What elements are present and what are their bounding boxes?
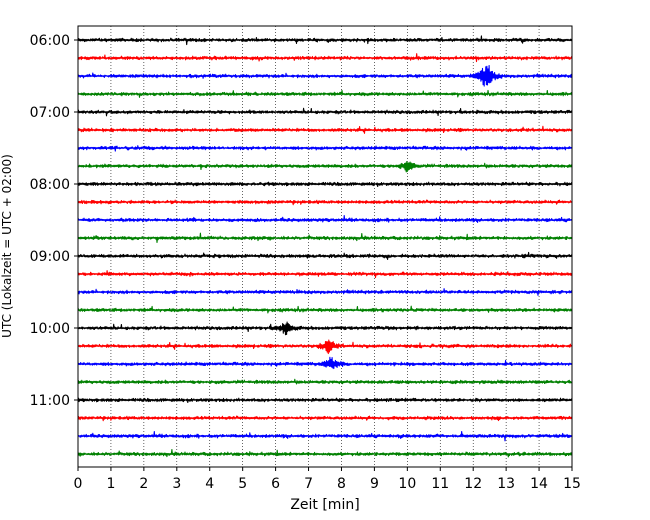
y-tick-label: 07:00 <box>30 105 70 121</box>
x-tick-label: 2 <box>139 476 148 492</box>
trace-0630 <box>77 64 573 87</box>
trace-1030 <box>77 356 573 370</box>
trace-0830 <box>77 215 573 223</box>
x-tick-label: 15 <box>563 476 581 492</box>
trace-0800 <box>77 181 573 188</box>
trace-0600 <box>77 35 573 46</box>
trace-0715 <box>77 125 573 134</box>
x-tick-label: 0 <box>74 476 83 492</box>
trace-1045 <box>77 378 573 385</box>
x-tick-label: 4 <box>205 476 214 492</box>
trace-0615 <box>77 53 573 63</box>
x-tick-label: 3 <box>172 476 181 492</box>
trace-1100 <box>77 397 573 404</box>
y-tick-label: 06:00 <box>30 33 70 49</box>
trace-0900 <box>77 251 573 260</box>
x-tick-label: 9 <box>370 476 379 492</box>
trace-1130 <box>77 430 573 442</box>
x-tick-label: 6 <box>271 476 280 492</box>
trace-0745 <box>77 160 573 173</box>
y-tick-label: 11:00 <box>30 393 70 409</box>
y-tick-label: 08:00 <box>30 177 70 193</box>
x-tick-label: 13 <box>497 476 515 492</box>
x-tick-label: 5 <box>238 476 247 492</box>
y-tick-label: 09:00 <box>30 249 70 265</box>
x-tick-label: 1 <box>106 476 115 492</box>
x-tick-label: 14 <box>530 476 548 492</box>
x-tick-label: 11 <box>431 476 449 492</box>
x-tick-label: 10 <box>398 476 416 492</box>
x-tick-label: 12 <box>464 476 482 492</box>
trace-1115 <box>77 415 573 422</box>
x-axis-ticks: 0 1 2 3 4 5 6 7 8 9 10 11 12 13 14 15 <box>74 467 581 492</box>
trace-1015 <box>77 339 573 355</box>
y-tick-label: 10:00 <box>30 321 70 337</box>
trace-0930 <box>77 288 573 296</box>
trace-0730 <box>77 145 573 152</box>
x-axis-label: Zeit [min] <box>290 497 359 513</box>
y-axis-label: UTC (Lokalzeit = UTC + 02:00) <box>0 154 14 338</box>
trace-1000 <box>77 321 573 336</box>
trace-0700 <box>77 107 573 117</box>
trace-group <box>77 35 573 458</box>
trace-0915 <box>77 270 573 279</box>
plot-frame <box>77 25 573 468</box>
trace-1145 <box>77 449 573 458</box>
trace-0945 <box>77 305 573 314</box>
x-tick-label: 8 <box>337 476 346 492</box>
trace-0845 <box>77 232 573 244</box>
trace-0645 <box>77 89 573 98</box>
trace-0815 <box>77 199 573 206</box>
y-axis-ticks: 06:00 07:00 08:00 09:00 10:00 11:00 <box>30 33 78 409</box>
x-tick-label: 7 <box>304 476 313 492</box>
